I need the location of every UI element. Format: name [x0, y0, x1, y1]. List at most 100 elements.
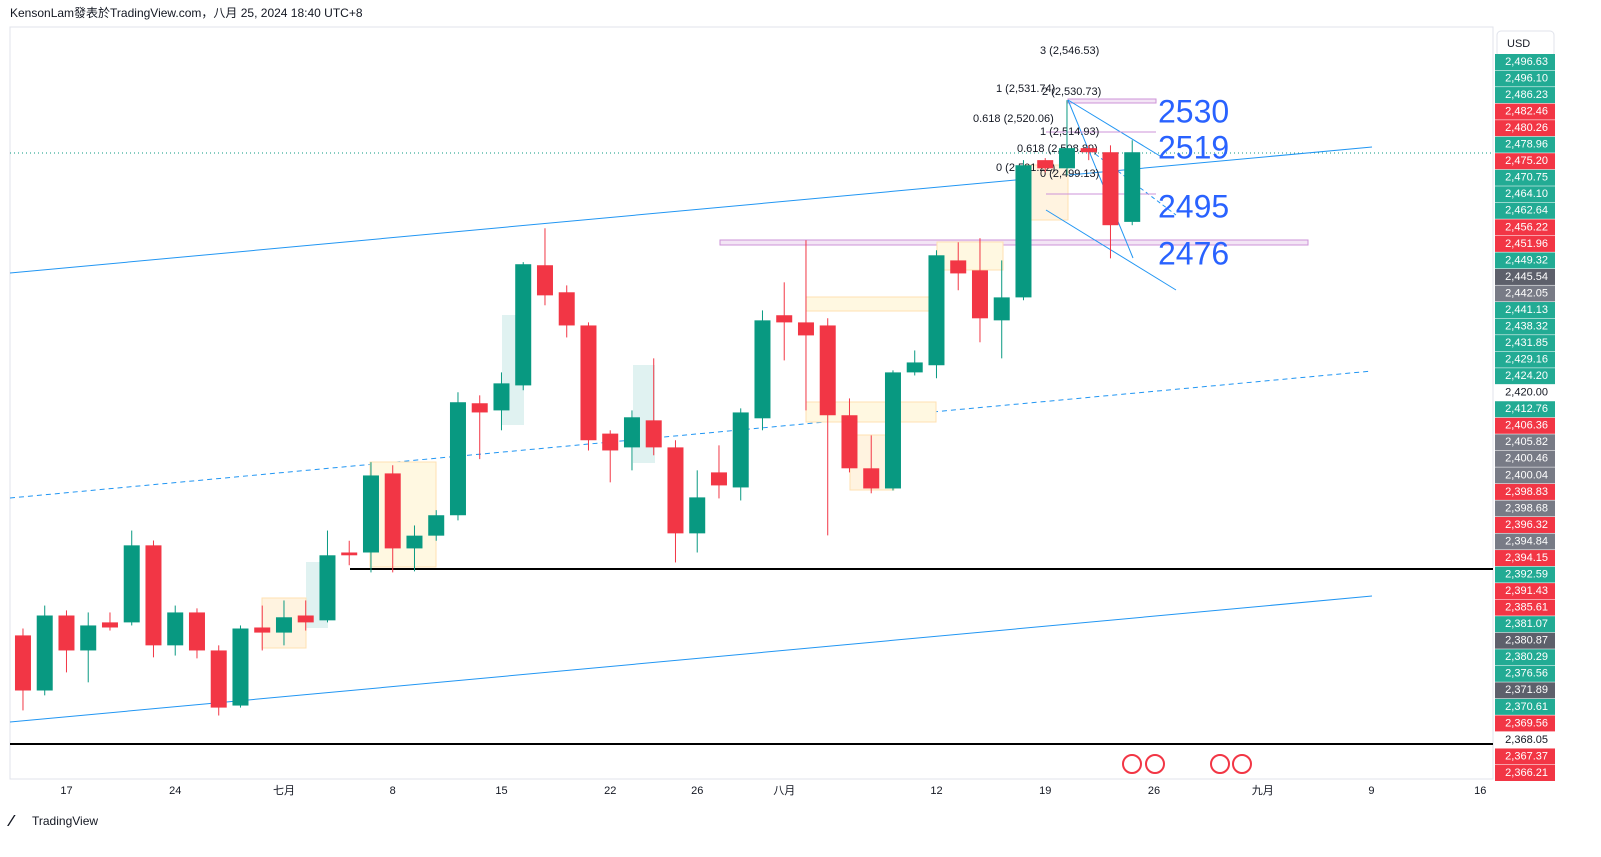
zone [805, 401, 937, 423]
price-tag-label: 2,445.54 [1505, 271, 1548, 283]
candle-body [1058, 148, 1075, 169]
level-label: 2530 [1158, 93, 1229, 129]
price-tag-label: 2,496.10 [1505, 72, 1548, 84]
plot-frame [9, 26, 1494, 780]
x-tick-label: 9 [1368, 785, 1374, 797]
candle-body [950, 260, 967, 274]
candle-body [515, 264, 532, 386]
header: KensonLam發表於TradingView.com，八月 25, 2024 … [10, 5, 363, 20]
price-tag-label: 2,398.83 [1505, 486, 1548, 498]
price-tag-label: 2,496.63 [1505, 56, 1548, 68]
candle-body [1015, 165, 1032, 298]
candle-body [623, 417, 640, 448]
candle-body [993, 297, 1010, 321]
fan-line [1067, 99, 1134, 259]
fib-label: 3 (2,546.53) [1040, 45, 1099, 57]
price-tag [1495, 516, 1555, 533]
level-label: 2476 [1158, 235, 1229, 271]
price-tag [1495, 384, 1555, 401]
event-icon[interactable] [1232, 754, 1252, 774]
zone [805, 296, 937, 312]
level-label: 2495 [1158, 188, 1229, 224]
price-tag-label: 2,400.46 [1505, 453, 1548, 465]
price-tag [1495, 252, 1555, 269]
price-tag-label: 2,400.04 [1505, 469, 1548, 481]
event-icon[interactable] [1210, 754, 1230, 774]
price-tag-label: 2,368.05 [1505, 734, 1548, 746]
candle-body [493, 383, 510, 411]
price-tag-label: 2,462.64 [1505, 205, 1548, 217]
candle-body [1037, 160, 1054, 169]
zone [936, 241, 1004, 271]
price-tag [1495, 368, 1555, 385]
x-tick-label: 24 [169, 785, 181, 797]
price-tag [1495, 748, 1555, 765]
price-tag-label: 2,394.15 [1505, 552, 1548, 564]
candle-body [710, 472, 727, 486]
x-tick-label: 17 [60, 785, 72, 797]
price-tag-label: 2,396.32 [1505, 519, 1548, 531]
price-tag [1495, 731, 1555, 748]
price-tag-label: 2,367.37 [1505, 750, 1548, 762]
price-tag [1495, 202, 1555, 219]
fib-label: 0.618 (2,520.06) [973, 113, 1054, 125]
candle-body [667, 447, 684, 534]
candle-body [536, 265, 553, 296]
price-tag-label: 2,451.96 [1505, 238, 1548, 250]
x-tick-label: 8 [390, 785, 396, 797]
price-tag-label: 2,371.89 [1505, 684, 1548, 696]
candle-body [254, 627, 271, 633]
fib-labels: 3 (2,546.53) 1 (2,531.74) 2 (2,530.73) 0… [973, 45, 1101, 180]
x-tick-label: 26 [1148, 785, 1160, 797]
candle-body [210, 650, 227, 708]
zone [719, 239, 1309, 246]
price-tag-label: 2,438.32 [1505, 320, 1548, 332]
candle-body [145, 545, 162, 646]
x-tick-label: 七月 [273, 784, 295, 797]
price-tag-label: 2,449.32 [1505, 254, 1548, 266]
candle-body [471, 403, 488, 413]
x-tick-label: 26 [691, 785, 703, 797]
price-tag-label: 2,456.22 [1505, 221, 1548, 233]
price-tag-label: 2,381.07 [1505, 618, 1548, 630]
price-tag-label: 2,366.21 [1505, 767, 1548, 779]
fib-label: 0.618 (2,508.89) [1017, 143, 1098, 155]
price-tag [1495, 698, 1555, 715]
price-tag [1495, 434, 1555, 451]
price-tag-label: 2,431.85 [1505, 337, 1548, 349]
price-tag-label: 2,385.61 [1505, 602, 1548, 614]
zone [633, 365, 655, 463]
price-tag-label: 2,470.75 [1505, 172, 1548, 184]
price-tag-label: 2,429.16 [1505, 354, 1548, 366]
price-tag [1495, 268, 1555, 285]
price-tag-label: 2,406.36 [1505, 420, 1548, 432]
price-tag-label: 2,475.20 [1505, 155, 1548, 167]
candle-body [971, 270, 988, 319]
fib-label: 1 (2,514.93) [1040, 126, 1099, 138]
x-tick-label: 15 [495, 785, 507, 797]
candle-body [36, 615, 53, 691]
price-tag-label: 2,442.05 [1505, 287, 1548, 299]
level-label: 2519 [1158, 129, 1229, 165]
event-icon[interactable] [1122, 754, 1142, 774]
price-tag [1495, 649, 1555, 666]
price-tag-label: 2,398.68 [1505, 502, 1548, 514]
price-tag [1495, 285, 1555, 302]
price-tag [1495, 467, 1555, 484]
price-tag [1495, 483, 1555, 500]
candle-body [341, 552, 358, 556]
price-tag-label: 2,405.82 [1505, 436, 1548, 448]
price-tag-label: 2,478.96 [1505, 139, 1548, 151]
price-tag [1495, 583, 1555, 600]
price-tag-label: 2,391.43 [1505, 585, 1548, 597]
candle-body [776, 315, 793, 323]
candle-body [232, 628, 249, 706]
price-tag [1495, 632, 1555, 649]
price-tag [1495, 715, 1555, 732]
price-tag [1495, 103, 1555, 120]
candle-body [123, 545, 140, 623]
event-icon[interactable] [1145, 754, 1165, 774]
candle-body [906, 362, 923, 373]
price-tag [1495, 235, 1555, 252]
